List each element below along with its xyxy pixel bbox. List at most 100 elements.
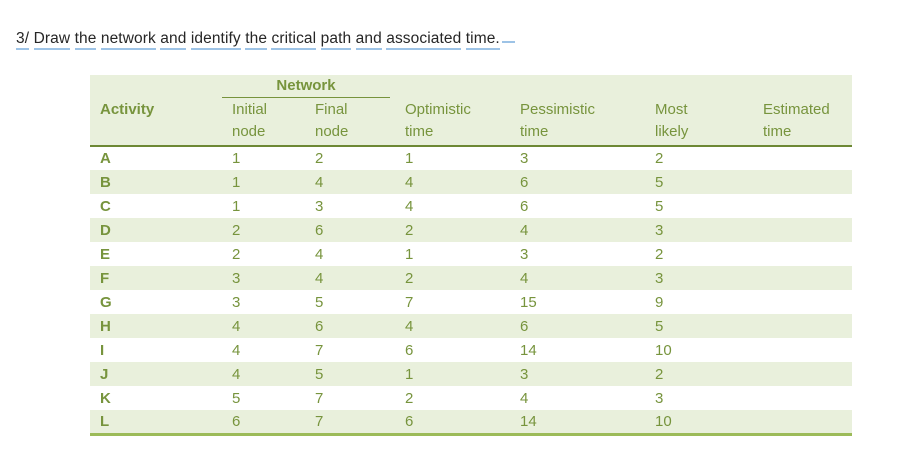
column-header-most-likely: Most likely xyxy=(645,98,753,147)
column-header-estimated-time: Estimated time xyxy=(753,98,852,147)
cell-optimistic: 2 xyxy=(405,389,414,407)
cell-initial: 3 xyxy=(232,269,241,287)
column-header-row: Activity Initial node Final node Optimis… xyxy=(90,98,852,147)
table-row: C 1 3 4 6 5 xyxy=(90,194,852,218)
cell-activity: D xyxy=(100,221,111,239)
cell-optimistic: 6 xyxy=(405,341,414,359)
cell-final: 7 xyxy=(315,389,324,407)
cell-optimistic: 2 xyxy=(405,269,414,287)
cell-final: 4 xyxy=(315,269,324,287)
cell-estimated xyxy=(753,338,852,362)
cell-estimated xyxy=(753,194,852,218)
group-header-spacer-right xyxy=(395,75,852,98)
activity-table: Network Activity Initial node Final node… xyxy=(90,75,852,436)
cell-most-likely: 2 xyxy=(655,245,664,263)
cell-pessimistic: 3 xyxy=(520,150,529,167)
cell-final: 7 xyxy=(305,410,395,436)
cell-activity: B xyxy=(100,173,111,191)
table-header: Network Activity Initial node Final node… xyxy=(90,75,852,147)
cell-activity: F xyxy=(100,269,110,287)
cell-initial: 4 xyxy=(232,365,241,383)
cell-most-likely: 3 xyxy=(655,221,664,239)
table-row: G 3 5 7 15 9 xyxy=(90,290,852,314)
cell-estimated xyxy=(753,410,852,436)
network-group-header: Network xyxy=(222,75,390,98)
cell-final: 5 xyxy=(315,293,324,311)
cell-activity: I xyxy=(100,341,105,359)
cell-most-likely: 2 xyxy=(655,150,664,167)
table-row: K 5 7 2 4 3 xyxy=(90,386,852,410)
cell-optimistic: 7 xyxy=(405,293,414,311)
cell-estimated xyxy=(753,386,852,410)
cell-final: 3 xyxy=(315,197,324,215)
cell-most-likely: 5 xyxy=(655,197,664,215)
title-word: and xyxy=(355,30,382,50)
cell-initial: 1 xyxy=(232,173,241,191)
cell-estimated xyxy=(753,362,852,386)
title-word: the xyxy=(245,30,268,50)
cell-estimated xyxy=(753,314,852,338)
title-word: the xyxy=(74,30,97,50)
cell-most-likely: 3 xyxy=(655,389,664,407)
cell-optimistic: 1 xyxy=(405,245,414,263)
cell-activity: K xyxy=(100,389,111,407)
trailing-underline xyxy=(501,30,515,43)
cell-optimistic: 2 xyxy=(405,221,414,239)
network-group-cell: Network xyxy=(222,75,395,98)
cell-most-likely: 9 xyxy=(655,293,664,311)
cell-initial: 4 xyxy=(232,341,241,359)
cell-pessimistic: 6 xyxy=(520,173,529,191)
cell-activity: C xyxy=(100,197,111,215)
title-word: time. xyxy=(465,30,500,50)
table-row: J 4 5 1 3 2 xyxy=(90,362,852,386)
cell-activity: E xyxy=(100,245,111,263)
cell-initial: 3 xyxy=(232,293,241,311)
cell-pessimistic: 4 xyxy=(520,221,529,239)
cell-pessimistic: 15 xyxy=(520,293,537,311)
group-header-spacer-left xyxy=(90,75,222,98)
cell-final: 4 xyxy=(315,173,324,191)
cell-most-likely: 2 xyxy=(655,365,664,383)
cell-activity: G xyxy=(100,293,112,311)
cell-initial: 5 xyxy=(232,389,241,407)
title-word: 3/ xyxy=(16,30,30,50)
cell-initial: 2 xyxy=(232,221,241,239)
cell-pessimistic: 6 xyxy=(520,317,529,335)
cell-initial: 4 xyxy=(232,317,241,335)
title-word: associated xyxy=(386,30,462,50)
cell-estimated xyxy=(753,218,852,242)
cell-activity: H xyxy=(100,317,111,335)
column-header-pessimistic-time: Pessimistic time xyxy=(510,98,645,147)
cell-initial: 2 xyxy=(232,245,241,263)
cell-optimistic: 4 xyxy=(405,173,414,191)
cell-optimistic: 6 xyxy=(395,410,510,436)
cell-optimistic: 4 xyxy=(405,317,414,335)
column-header-activity: Activity xyxy=(90,98,222,147)
table-row: H 4 6 4 6 5 xyxy=(90,314,852,338)
cell-final: 6 xyxy=(315,221,324,239)
column-header-final-node: Final node xyxy=(305,98,395,147)
cell-pessimistic: 4 xyxy=(520,389,529,407)
cell-pessimistic: 6 xyxy=(520,197,529,215)
cell-estimated xyxy=(753,170,852,194)
cell-estimated xyxy=(753,146,852,170)
cell-optimistic: 1 xyxy=(405,365,414,383)
cell-most-likely: 5 xyxy=(655,317,664,335)
cell-initial: 1 xyxy=(232,197,241,215)
cell-final: 5 xyxy=(315,365,324,383)
table-row: F 3 4 2 4 3 xyxy=(90,266,852,290)
table-row: D 2 6 2 4 3 xyxy=(90,218,852,242)
cell-pessimistic: 14 xyxy=(520,341,537,359)
cell-pessimistic: 3 xyxy=(520,245,529,263)
cell-pessimistic: 3 xyxy=(520,365,529,383)
title-word: critical xyxy=(271,30,317,50)
cell-final: 2 xyxy=(315,150,324,167)
question-title-text: 3/ Draw the network and identify the cri… xyxy=(16,30,500,50)
cell-pessimistic: 4 xyxy=(520,269,529,287)
table-row: L 6 7 6 14 10 xyxy=(90,410,852,436)
cell-optimistic: 1 xyxy=(405,150,414,167)
group-header-row: Network xyxy=(90,75,852,98)
question-title: 3/ Draw the network and identify the cri… xyxy=(16,30,515,50)
